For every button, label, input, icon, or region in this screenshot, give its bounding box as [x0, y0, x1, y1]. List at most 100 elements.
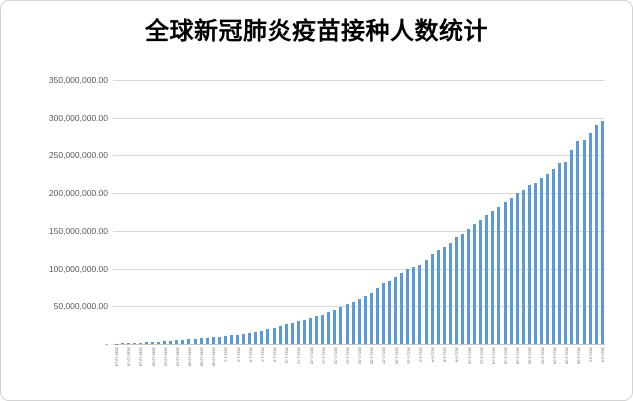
- bar: [181, 339, 185, 344]
- bar: [473, 224, 477, 344]
- bar: [588, 132, 592, 344]
- bar: [485, 215, 489, 344]
- x-slot: 2020-12-18: [137, 347, 143, 397]
- x-axis-label: 2021-1-3: [235, 347, 240, 362]
- bar-slot: [156, 80, 162, 344]
- bar: [375, 287, 379, 344]
- bar-slot: [557, 80, 563, 344]
- bar-slot: [241, 80, 247, 344]
- bar: [132, 342, 136, 344]
- x-axis-label: 2021-1-13: [296, 347, 301, 364]
- bar: [515, 193, 519, 344]
- bar: [296, 321, 300, 344]
- x-slot: 2021-2-16: [502, 347, 508, 397]
- gridline: [113, 269, 605, 270]
- bar-slot: [399, 80, 405, 344]
- x-slot: 2021-2-22: [538, 347, 544, 397]
- x-axis-label: 2021-2-20: [527, 347, 532, 364]
- bar-slot: [356, 80, 362, 344]
- x-axis-label: 2021-2-8: [454, 347, 459, 362]
- bar-slot: [198, 80, 204, 344]
- bar: [357, 299, 361, 344]
- bar: [193, 338, 197, 344]
- x-slot: 2021-2-24: [551, 347, 557, 397]
- bar-slot: [332, 80, 338, 344]
- bar-slot: [289, 80, 295, 344]
- bar-slot: [545, 80, 551, 344]
- bar-slot: [119, 80, 125, 344]
- y-axis-label: 300,000,000.00: [48, 113, 108, 123]
- bar-slot: [247, 80, 253, 344]
- x-axis-label: 2021-1-31: [405, 347, 410, 364]
- x-slot: 2021-2-8: [453, 347, 459, 397]
- bar-slot: [502, 80, 508, 344]
- bar-slot: [569, 80, 575, 344]
- bar: [321, 314, 325, 344]
- bar: [460, 233, 464, 344]
- bar: [315, 316, 319, 344]
- bar-slot: [405, 80, 411, 344]
- bar-slot: [417, 80, 423, 344]
- x-slot: 2021-1-7: [259, 347, 265, 397]
- bar-slot: [253, 80, 259, 344]
- bar-slot: [295, 80, 301, 344]
- x-slot: 2021-1-5: [247, 347, 253, 397]
- y-axis-label: 200,000,000.00: [48, 188, 108, 198]
- bar-slot: [575, 80, 581, 344]
- x-axis-label: 2021-2-18: [515, 347, 520, 364]
- x-axis-label: 2021-2-4: [430, 347, 434, 362]
- bar: [533, 183, 537, 344]
- bar: [138, 342, 142, 344]
- bar-slot: [514, 80, 520, 344]
- bar-slot: [368, 80, 374, 344]
- bar: [120, 343, 124, 344]
- bar-slot: [411, 80, 417, 344]
- x-slot: 2021-2-20: [526, 347, 532, 397]
- x-axis-label: 2021-2-12: [478, 347, 483, 364]
- y-axis-label: 150,000,000.00: [48, 226, 108, 236]
- bar: [302, 319, 306, 344]
- x-slot: 2021-1-23: [356, 347, 362, 397]
- x-slot: 2021-3-2: [587, 347, 593, 397]
- x-axis-label: 2021-1-7: [260, 347, 264, 362]
- bar: [211, 337, 215, 344]
- bar: [236, 334, 240, 344]
- bar-slot: [186, 80, 192, 344]
- bar-slot: [393, 80, 399, 344]
- x-slot: 2021-1-21: [344, 347, 350, 397]
- bar: [278, 326, 282, 344]
- bar: [418, 264, 422, 344]
- x-axis-label: 2021-2-26: [563, 347, 568, 364]
- bar: [163, 341, 167, 344]
- bar: [175, 340, 179, 344]
- bar-slot: [599, 80, 605, 344]
- bar: [454, 236, 458, 344]
- bar: [369, 293, 373, 344]
- x-axis-label: 2021-1-15: [308, 347, 313, 364]
- bar: [345, 304, 349, 344]
- bar-slot: [508, 80, 514, 344]
- bar-slot: [587, 80, 593, 344]
- x-slot: 2021-2-6: [441, 347, 447, 397]
- x-slot: 2021-2-2: [417, 347, 423, 397]
- x-axis-label: 2021-1-29: [393, 347, 398, 364]
- x-slot: 2021-2-12: [478, 347, 484, 397]
- x-slot: 2021-1-9: [271, 347, 277, 397]
- bar-slot: [344, 80, 350, 344]
- gridline: [113, 118, 605, 119]
- bars-row: [113, 80, 605, 344]
- x-slot: 2021-1-19: [332, 347, 338, 397]
- bar: [242, 334, 246, 344]
- x-axis-label: 2021-1-27: [381, 347, 386, 364]
- bar-slot: [277, 80, 283, 344]
- bar-slot: [216, 80, 222, 344]
- x-slot: 2020-12-14: [113, 347, 119, 397]
- bar: [205, 337, 209, 344]
- x-axis-label: 2021-2-24: [551, 347, 556, 364]
- x-slot: 2021-2-18: [514, 347, 520, 397]
- y-axis-label: 350,000,000.00: [48, 75, 108, 85]
- y-axis-label: 50,000,000.00: [53, 301, 108, 311]
- gridline: [113, 231, 605, 232]
- x-slot: 2021-1-29: [393, 347, 399, 397]
- bar: [199, 338, 203, 344]
